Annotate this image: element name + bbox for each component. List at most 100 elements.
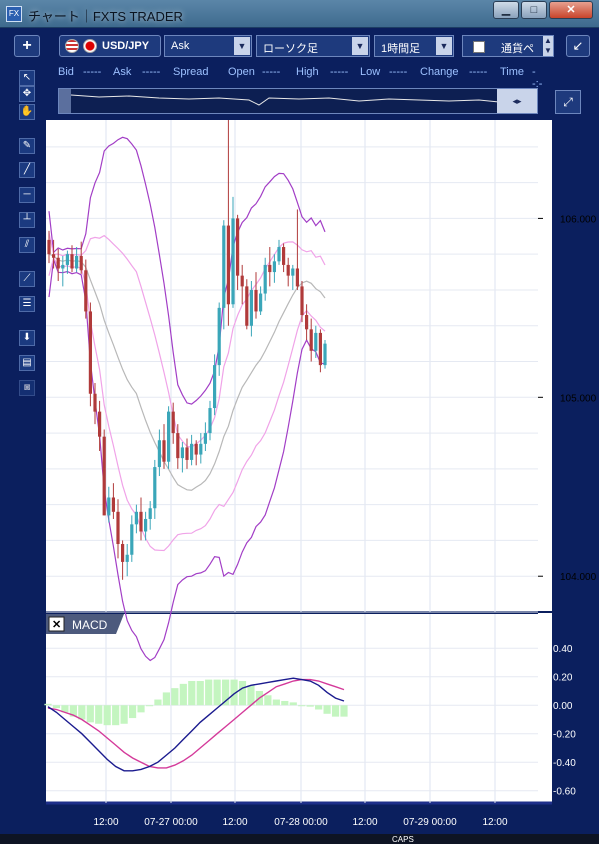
macd-close-button[interactable] xyxy=(48,616,65,632)
trendline-icon[interactable]: ╱ xyxy=(19,162,35,178)
navigator-thumb[interactable]: ◂▸ xyxy=(497,89,537,113)
add-chart-button[interactable]: + xyxy=(14,35,40,57)
candle-body xyxy=(291,268,295,276)
candle-body xyxy=(102,436,106,516)
close-button[interactable]: ✕ xyxy=(549,1,593,19)
maximize-button[interactable]: □ xyxy=(521,1,547,19)
macd-signal-line xyxy=(47,678,345,769)
macd-histogram-bar xyxy=(44,703,52,706)
timeframe-select[interactable]: 1時間足 ▼ xyxy=(374,35,454,57)
symbol-button[interactable]: USD/JPY xyxy=(59,35,161,57)
high-label: High xyxy=(296,66,319,78)
pointer-icon[interactable]: ↖ xyxy=(19,70,35,86)
spread-label: Spread xyxy=(173,66,209,78)
macd-histogram-bar xyxy=(306,705,314,707)
macd-histogram-bar xyxy=(95,705,103,724)
candle-body xyxy=(185,447,189,460)
macd-histogram-bar xyxy=(103,705,111,726)
candle-body xyxy=(254,289,258,312)
candle-body xyxy=(194,443,198,455)
macd-histogram-bar xyxy=(188,681,196,706)
macd-histogram-bar xyxy=(281,700,289,706)
list-icon[interactable]: ▤ xyxy=(19,355,35,371)
minimize-button[interactable]: ▁ xyxy=(493,1,519,19)
macd-tick-dot xyxy=(542,675,546,679)
parallel-channel-icon[interactable]: ⫽ xyxy=(19,237,35,253)
expand-chart-button[interactable]: ⤢ xyxy=(555,90,581,114)
chart-navigator[interactable]: ◂▸ xyxy=(58,88,538,114)
chevron-down-icon: ▼ xyxy=(436,37,452,55)
chart-type-select[interactable]: ローソク足 ▼ xyxy=(256,35,370,57)
vertical-line-icon[interactable]: ┴ xyxy=(19,212,35,228)
bollinger-upper-2 xyxy=(48,136,326,405)
horizontal-line-icon[interactable]: ─ xyxy=(19,187,35,203)
candle-body xyxy=(111,497,115,512)
macd-panel-label: MACD xyxy=(72,618,108,632)
taskbar-strip xyxy=(0,834,599,844)
price-tick-label: 105.000 xyxy=(560,393,597,404)
macd-panel-tab xyxy=(46,614,124,634)
bollinger-lower-1 xyxy=(48,256,326,552)
hand-icon[interactable]: ✋ xyxy=(19,104,35,120)
price-tick-label: 104.000 xyxy=(560,572,597,583)
candle-body xyxy=(134,511,138,525)
candle-body xyxy=(148,508,152,519)
low-label: Low xyxy=(360,66,381,78)
macd-tick-label: -0.60 xyxy=(553,787,576,798)
candle-body xyxy=(249,289,253,326)
change-value: ----- xyxy=(469,66,488,78)
close-icon: ✕ xyxy=(52,619,61,631)
candle-body xyxy=(171,411,175,434)
currency-pair-toggle[interactable]: 通貨ペ ▲ ▼ xyxy=(462,35,554,57)
pair-checkbox[interactable] xyxy=(473,41,485,53)
candle-body xyxy=(309,329,313,351)
macd-histogram-bar xyxy=(230,679,238,706)
macd-histogram-bar xyxy=(315,705,323,710)
price-type-select[interactable]: Ask ▼ xyxy=(164,35,252,57)
macd-histogram-bar xyxy=(86,705,94,723)
ask-label: Ask xyxy=(113,66,132,78)
macd-histogram-bar xyxy=(112,705,120,726)
candle-body xyxy=(70,254,74,269)
jp-flag-icon xyxy=(83,39,97,53)
scroll-arrows-icon[interactable]: ▲ ▼ xyxy=(543,36,553,56)
candle-body xyxy=(61,264,65,269)
chevron-down-icon: ▼ xyxy=(352,37,368,55)
download-icon[interactable]: ⬇ xyxy=(19,330,35,346)
fibonacci-icon[interactable]: ☰ xyxy=(19,296,35,312)
macd-histogram-bar xyxy=(120,705,128,724)
candle-body xyxy=(88,311,92,394)
fan-icon[interactable]: ⟋ xyxy=(19,271,35,287)
x-tick-label: 12:00 xyxy=(222,817,247,828)
candle-body xyxy=(295,268,299,287)
window-title: チャート｜FXTS TRADER xyxy=(28,9,183,24)
camera-icon[interactable]: ◙ xyxy=(19,380,35,396)
macd-histogram-bar xyxy=(289,702,297,706)
crosshair-icon[interactable]: ✥ xyxy=(19,86,35,102)
macd-tick-label: -0.20 xyxy=(553,730,576,741)
candle-body xyxy=(93,393,97,412)
candle-body xyxy=(282,247,286,265)
chart-type-value: ローソク足 xyxy=(263,43,318,55)
macd-histogram-bar xyxy=(171,688,179,706)
candle-body xyxy=(47,239,51,255)
navigator-left-handle[interactable] xyxy=(59,89,71,113)
candle-body xyxy=(130,524,134,555)
candle-body xyxy=(222,225,226,308)
open-label: Open xyxy=(228,66,255,78)
macd-tick-dot xyxy=(542,703,546,707)
pen-icon[interactable]: ✎ xyxy=(19,138,35,154)
macd-histogram-bar xyxy=(179,683,187,706)
macd-histogram-bar xyxy=(298,705,306,707)
candle-body xyxy=(116,511,120,545)
candle-body xyxy=(180,447,184,459)
candle-body xyxy=(318,332,322,366)
collapse-button[interactable]: ↙ xyxy=(566,35,590,57)
candle-body xyxy=(300,286,304,316)
x-tick-label: 12:00 xyxy=(352,817,377,828)
symbol-label: USD/JPY xyxy=(102,40,150,52)
caps-indicator: CAPS xyxy=(392,835,414,844)
macd-tick-label: 0.00 xyxy=(553,701,573,712)
candle-body xyxy=(203,433,207,444)
macd-histogram-bar xyxy=(340,705,348,717)
